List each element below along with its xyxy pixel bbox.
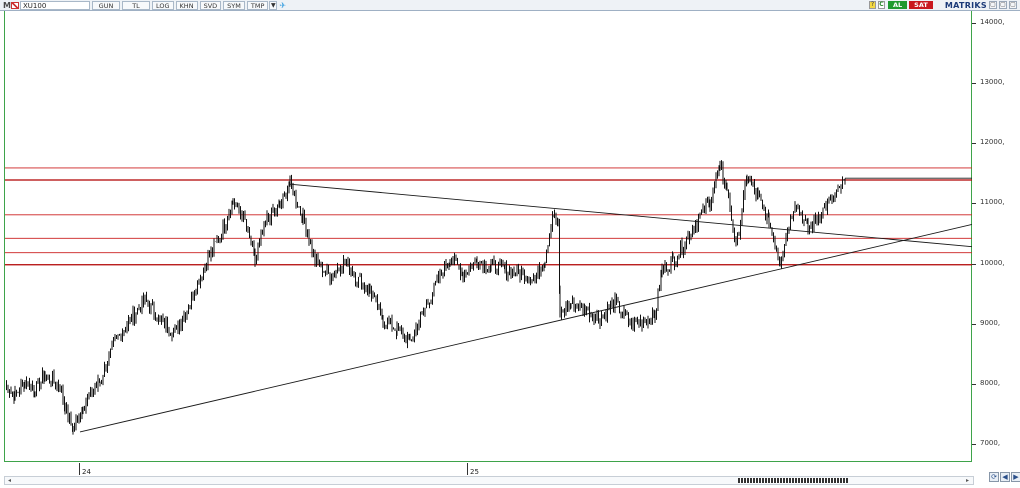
app-logo: M: [3, 0, 11, 10]
c-icon[interactable]: C: [877, 1, 885, 9]
sell-button[interactable]: SAT: [909, 1, 933, 9]
y-tick-mark: [972, 263, 976, 265]
buy-button[interactable]: AL: [887, 1, 908, 9]
restore-icon[interactable]: ▢: [999, 1, 1007, 9]
tmp-button[interactable]: TMP: [246, 0, 269, 10]
scroll-thumb[interactable]: [738, 478, 848, 483]
chart-nav-buttons: ⟳ ◀ ▶: [988, 472, 1020, 484]
log-button[interactable]: LOG: [152, 0, 174, 10]
y-tick-mark: [972, 443, 976, 445]
chart-plot-area[interactable]: [4, 11, 972, 462]
y-tick-label: 9000,: [980, 318, 1001, 327]
y-tick-label: 13000,: [980, 78, 1005, 87]
scroll-left-icon[interactable]: ◂: [7, 477, 11, 484]
currency-button[interactable]: TL: [122, 0, 150, 10]
price-bars: [6, 160, 846, 435]
refresh-icon[interactable]: ⟳: [989, 472, 999, 482]
y-tick-mark: [972, 83, 976, 85]
y-tick-label: 7000,: [980, 438, 1001, 447]
nav-right-icon[interactable]: ▶: [1011, 472, 1020, 482]
y-tick-mark: [972, 143, 976, 145]
y-tick-mark: [972, 23, 976, 25]
y-tick-label: 12000,: [980, 138, 1005, 147]
khn-button[interactable]: KHN: [175, 0, 198, 10]
brand-label: MATRIKS: [944, 0, 987, 10]
scroll-right-icon[interactable]: ▸: [965, 477, 969, 484]
svd-button[interactable]: SVD: [199, 0, 222, 10]
time-axis-bar: 24 25 ◂ ▸ ⟳ ◀ ▶: [0, 462, 1020, 488]
y-tick-label: 11000,: [980, 198, 1005, 207]
x-label-24: 24: [82, 468, 91, 476]
x-tick-24: [79, 463, 80, 475]
trend-line[interactable]: [289, 183, 972, 248]
symbol-input[interactable]: XU100: [20, 0, 90, 10]
y-tick-label: 10000,: [980, 258, 1005, 267]
y-tick-mark: [972, 323, 976, 325]
symbol-flag-icon: [11, 1, 19, 9]
x-tick-25: [467, 463, 468, 475]
help-icon[interactable]: ?: [868, 1, 876, 9]
close-icon[interactable]: ▢: [1009, 1, 1017, 9]
chart-toolbar: M XU100 GUN TL LOG KHN SVD SYM TMP ▼ ✈ ?…: [0, 0, 1020, 11]
y-tick-label: 8000,: [980, 378, 1001, 387]
dropdown-icon[interactable]: ▼: [269, 0, 278, 10]
y-tick-mark: [972, 203, 976, 205]
twitter-icon[interactable]: ✈: [279, 0, 287, 10]
price-axis: 14000, 13000, 12000, 11000, 10000, 9000, 8000,…: [972, 11, 1020, 462]
y-tick-mark: [972, 383, 976, 385]
y-tick-label: 14000,: [980, 18, 1005, 27]
x-label-25: 25: [470, 468, 479, 476]
sym-button[interactable]: SYM: [223, 0, 245, 10]
horizontal-scrollbar[interactable]: ◂ ▸: [4, 476, 974, 485]
minimize-icon[interactable]: ▢: [989, 1, 997, 9]
period-button[interactable]: GUN: [92, 0, 120, 10]
price-chart[interactable]: [0, 11, 972, 462]
trend-line[interactable]: [79, 224, 972, 433]
nav-left-icon[interactable]: ◀: [1000, 472, 1010, 482]
